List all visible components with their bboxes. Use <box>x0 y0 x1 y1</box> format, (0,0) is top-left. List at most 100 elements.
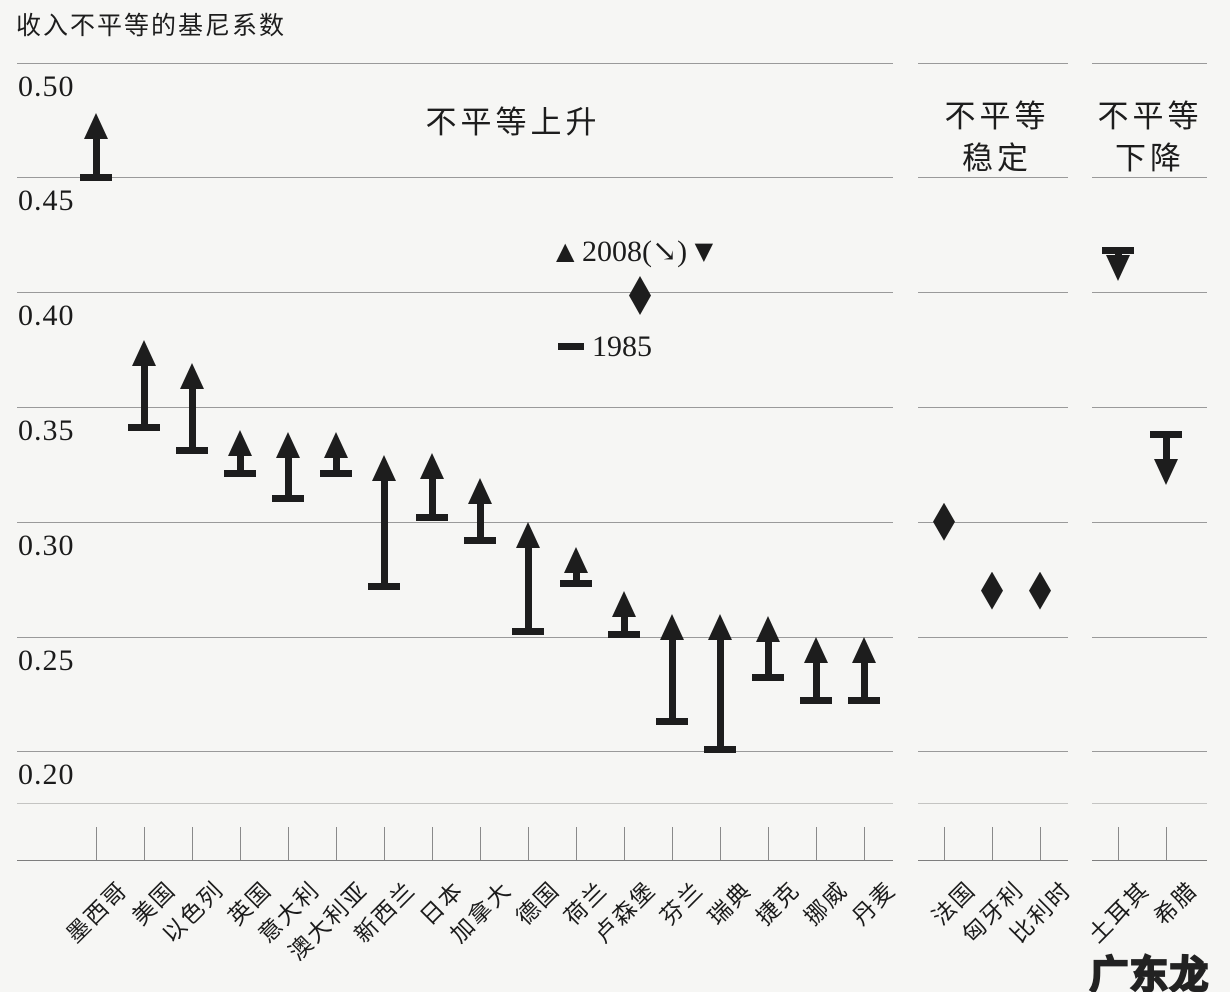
section-header-declining: 不平等 下降 <box>1070 96 1230 180</box>
marker-arrow-shaft <box>1114 250 1122 257</box>
marker-2008-up-arrowhead <box>372 455 396 482</box>
marker-2008-up-arrowhead <box>564 547 588 573</box>
gridline <box>918 636 1068 638</box>
watermark: 广东龙网 <box>1089 952 1211 992</box>
y-axis-tick-label: 0.20 <box>18 758 75 792</box>
y-axis-tick-label: 0.40 <box>18 299 75 333</box>
marker-arrow-shaft <box>524 545 532 632</box>
gridline <box>918 62 1068 64</box>
x-axis-tick <box>144 827 145 860</box>
marker-1985-bar <box>512 628 544 636</box>
marker-arrow-shaft <box>380 479 388 586</box>
marker-arrow-shaft <box>92 137 100 178</box>
marker-1985-bar <box>128 424 160 432</box>
section-header-stable-line2: 稳定 <box>962 141 1032 176</box>
plot-bottom-line <box>1092 803 1207 804</box>
marker-arrow-shaft <box>764 639 772 678</box>
section-header-stable-line1: 不平等 <box>944 99 1050 134</box>
marker-arrow-shaft <box>236 453 244 474</box>
marker-arrow-shaft <box>428 476 436 518</box>
marker-1985-bar <box>368 582 400 590</box>
section-header-rising: 不平等上升 <box>393 102 633 144</box>
y-axis-tick-label: 0.50 <box>18 69 75 103</box>
x-axis-tick <box>1040 827 1041 860</box>
x-axis-tick <box>992 827 993 860</box>
marker-diamond-2008 <box>981 571 1003 610</box>
gridline <box>1092 521 1207 523</box>
legend-2008-paren: ) <box>677 235 688 268</box>
marker-diamond-2008 <box>933 502 955 541</box>
gridline <box>17 177 893 179</box>
marker-arrow-shaft <box>476 502 484 541</box>
marker-arrow-shaft <box>140 364 148 428</box>
gridline <box>918 292 1068 294</box>
x-axis-tick <box>1166 827 1167 860</box>
gridline <box>17 62 893 64</box>
marker-1985-bar <box>656 718 688 725</box>
gridline <box>918 406 1068 408</box>
gridline <box>1092 292 1207 294</box>
x-axis-tick <box>1118 827 1119 860</box>
marker-1985-bar <box>848 697 880 705</box>
marker-1985-bar <box>704 745 736 753</box>
marker-1985-bar <box>800 697 832 705</box>
trend-down-right-icon: ↘ <box>651 235 678 268</box>
x-axis-tick <box>816 827 817 860</box>
chart-title: 收入不平等的基尼系数 <box>16 13 287 40</box>
marker-1985-bar <box>464 536 496 544</box>
marker-1985-bar <box>608 630 640 638</box>
marker-2008-up-arrowhead <box>468 478 492 505</box>
marker-1985-bar <box>416 513 448 521</box>
marker-diamond-2008 <box>1029 571 1051 610</box>
x-axis-tick <box>864 827 865 860</box>
x-axis-tick <box>768 827 769 860</box>
marker-2008-up-arrowhead <box>612 590 636 617</box>
x-axis-tick <box>944 827 945 860</box>
x-axis-tick <box>480 827 481 860</box>
section-header-stable: 不平等 稳定 <box>917 96 1077 180</box>
y-axis-tick-label: 0.45 <box>18 184 75 218</box>
legend-1985-label: 1985 <box>592 330 652 363</box>
marker-2008-up-arrowhead <box>180 363 204 390</box>
diamond-icon <box>629 276 651 315</box>
down-arrow-icon: ▼ <box>694 237 714 265</box>
x-axis-baseline <box>17 860 893 861</box>
x-axis-tick <box>528 827 529 860</box>
section-header-rising-text: 不平等上升 <box>425 105 601 140</box>
section-header-declining-line1: 不平等 <box>1097 99 1203 134</box>
gridline <box>17 521 893 523</box>
marker-2008-up-arrowhead <box>852 636 876 663</box>
x-axis-tick <box>384 827 385 860</box>
marker-arrow-shaft <box>188 387 196 451</box>
marker-2008-up-arrowhead <box>516 521 540 548</box>
gridline <box>1092 406 1207 408</box>
gridline <box>1092 177 1207 179</box>
legend-1985-row: 1985 <box>558 330 652 364</box>
legend-2008-row: ▲ 2008(↘) ▼ <box>556 234 713 269</box>
gridline <box>1092 636 1207 638</box>
x-axis-tick <box>624 827 625 860</box>
marker-2008-up-arrowhead <box>276 432 300 459</box>
marker-1985-bar <box>560 580 592 588</box>
marker-arrow-shaft <box>812 660 820 701</box>
marker-2008-up-arrowhead <box>756 615 780 642</box>
gridline <box>1092 751 1207 753</box>
marker-arrow-shaft <box>332 456 340 474</box>
marker-arrow-shaft <box>668 637 676 722</box>
marker-arrow-shaft <box>716 637 724 749</box>
marker-2008-up-arrowhead <box>804 636 828 663</box>
marker-2008-up-arrowhead <box>660 613 684 640</box>
plot-bottom-line <box>17 803 893 804</box>
marker-1985-bar <box>752 674 784 682</box>
marker-1985-bar <box>224 470 256 477</box>
gridline <box>1092 62 1207 64</box>
x-axis-tick <box>192 827 193 860</box>
x-axis-tick <box>336 827 337 860</box>
marker-2008-up-arrowhead <box>708 613 732 640</box>
plot-bottom-line <box>918 803 1068 804</box>
marker-2008-up-arrowhead <box>84 113 108 139</box>
x-axis-tick <box>240 827 241 860</box>
gridline <box>918 177 1068 179</box>
y-axis-tick-label: 0.25 <box>18 643 75 677</box>
x-axis-tick <box>432 827 433 860</box>
